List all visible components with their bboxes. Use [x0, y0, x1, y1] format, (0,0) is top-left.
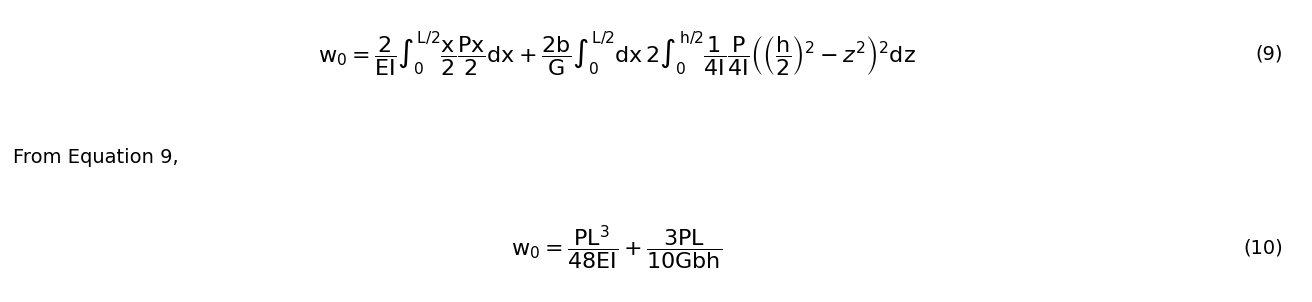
Text: $\mathrm{w}_{0} = \dfrac{2}{\mathrm{EI}} \int_{0}^{\mathrm{L}/2} \dfrac{\mathrm{: $\mathrm{w}_{0} = \dfrac{2}{\mathrm{EI}}…	[318, 30, 916, 79]
Text: (9): (9)	[1256, 45, 1283, 64]
Text: (10): (10)	[1244, 238, 1283, 257]
Text: From Equation 9,: From Equation 9,	[13, 148, 178, 166]
Text: $\mathrm{w}_{0} = \dfrac{\mathrm{PL}^{3}}{\mathrm{48EI}} + \dfrac{\mathrm{3PL}}{: $\mathrm{w}_{0} = \dfrac{\mathrm{PL}^{3}…	[512, 223, 722, 272]
